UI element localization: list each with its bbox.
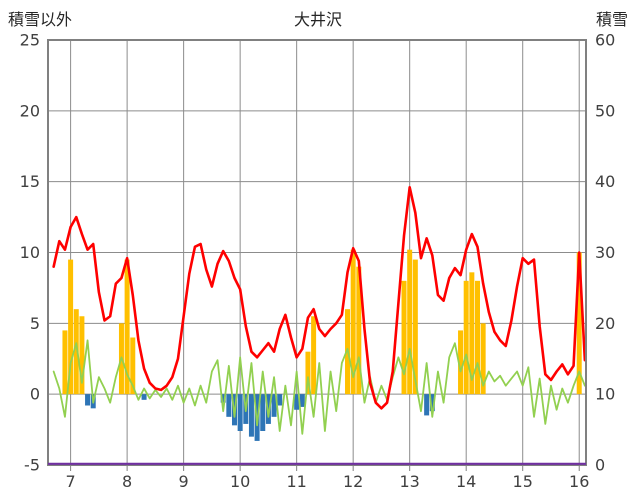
- x-tick-label: 11: [286, 472, 306, 491]
- yellow-bars: [62, 330, 68, 395]
- yellow-bars: [130, 337, 136, 395]
- yellow-bars: [79, 316, 85, 395]
- y-left-tick-label: 10: [20, 243, 40, 262]
- x-tick-label: 15: [513, 472, 533, 491]
- y-left-tick-label: 20: [20, 101, 40, 120]
- yellow-bars: [407, 249, 413, 395]
- blue-bars: [260, 394, 266, 431]
- right-axis-title: 積雪: [595, 10, 628, 29]
- yellow-bars: [401, 280, 407, 395]
- yellow-bars: [305, 351, 311, 395]
- yellow-bars: [480, 323, 486, 395]
- yellow-bars: [469, 272, 475, 395]
- yellow-bars: [576, 252, 582, 395]
- blue-bars: [277, 394, 283, 406]
- y-left-tick-label: 0: [30, 385, 40, 404]
- x-tick-label: 10: [230, 472, 250, 491]
- y-left-tick-label: 25: [20, 31, 40, 50]
- yellow-bars: [412, 259, 418, 395]
- y-right-tick-label: 30: [595, 243, 615, 262]
- chart-title: 大井沢: [293, 10, 342, 29]
- yellow-bars: [458, 330, 464, 395]
- x-tick-label: 7: [66, 472, 76, 491]
- x-tick-label: 8: [122, 472, 132, 491]
- blue-bars: [424, 394, 430, 416]
- x-tick-label: 13: [400, 472, 420, 491]
- red-line: [52, 186, 587, 410]
- y-right-tick-label: 60: [595, 31, 615, 50]
- blue-bars: [299, 394, 305, 407]
- yellow-bars: [463, 280, 469, 395]
- y-left-tick-label: 5: [30, 314, 40, 333]
- yellow-bars: [124, 259, 130, 395]
- green-line: [52, 339, 586, 435]
- x-tick-label: 16: [569, 472, 589, 491]
- y-right-tick-label: 50: [595, 101, 615, 120]
- y-right-tick-label: 10: [595, 385, 615, 404]
- yellow-bars: [356, 266, 362, 395]
- blue-bars: [85, 394, 91, 406]
- blue-bars: [265, 394, 271, 424]
- yellow-bars: [68, 259, 74, 395]
- blue-bars: [237, 394, 243, 431]
- blue-bars: [141, 394, 147, 400]
- blue-bars: [226, 394, 232, 417]
- blue-bars: [294, 394, 300, 410]
- blue-bars: [220, 394, 226, 403]
- y-left-tick-label: -5: [24, 456, 40, 475]
- plot-border: [47, 39, 587, 466]
- y-right-tick-label: 20: [595, 314, 615, 333]
- yellow-bars: [350, 249, 356, 395]
- x-tick-label: 9: [179, 472, 189, 491]
- yellow-bars: [73, 309, 79, 395]
- x-tick-label: 14: [456, 472, 476, 491]
- blue-bars: [271, 394, 277, 417]
- y-right-tick-label: 40: [595, 172, 615, 191]
- left-axis-title: 積雪以外: [8, 10, 73, 29]
- y-right-tick-label: 0: [595, 456, 605, 475]
- blue-bars: [248, 394, 254, 437]
- yellow-bars: [474, 280, 480, 395]
- y-left-tick-label: 15: [20, 172, 40, 191]
- yellow-bars: [311, 316, 317, 395]
- x-tick-label: 12: [343, 472, 363, 491]
- blue-bars: [429, 394, 435, 412]
